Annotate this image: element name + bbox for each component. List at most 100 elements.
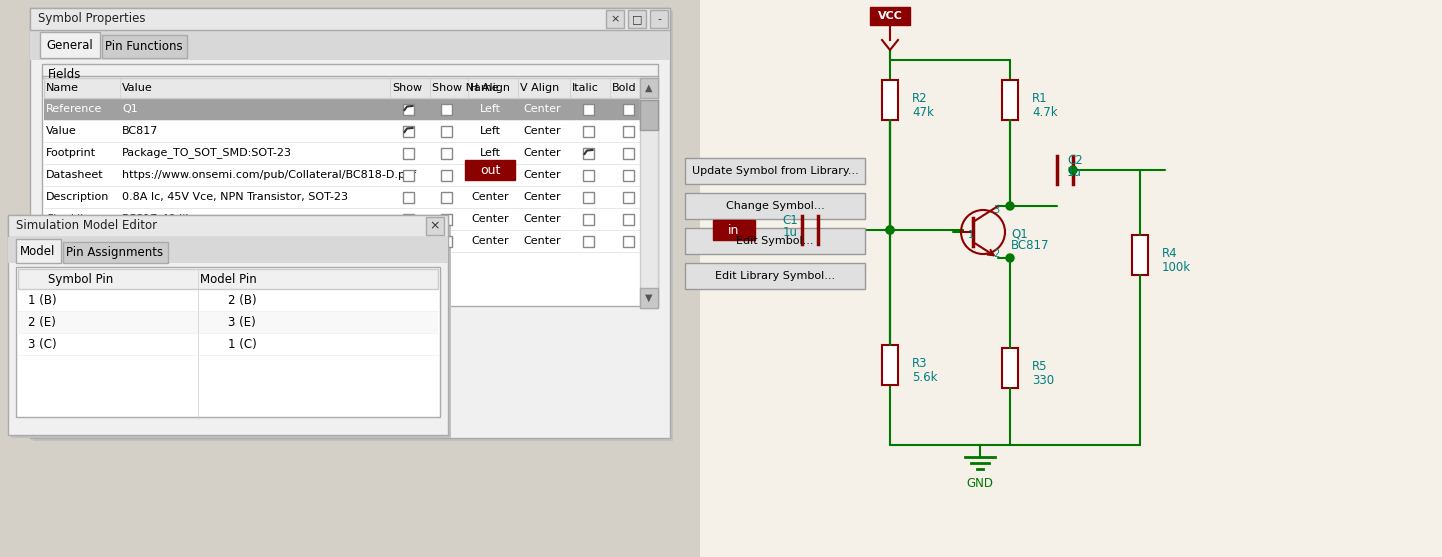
Text: https://www.onsemi.com/pub/Collateral/BC818-D.pdf: https://www.onsemi.com/pub/Collateral/BC… (123, 170, 417, 180)
Text: 2: 2 (994, 249, 999, 259)
Bar (45, 164, 656, 186)
Bar (640, 78, 658, 98)
Text: □: □ (632, 14, 642, 24)
Bar (9, 215, 448, 435)
Bar (1002, 80, 1018, 120)
Bar (40, 32, 99, 58)
Text: Left: Left (480, 148, 500, 158)
Text: Value: Value (46, 126, 76, 136)
Text: Italic: Italic (572, 83, 598, 93)
Text: Pin Assignments: Pin Assignments (66, 246, 163, 258)
Text: 1 (B): 1 (B) (27, 294, 56, 306)
Bar (583, 148, 594, 159)
Text: out: out (480, 164, 500, 177)
Bar (402, 192, 414, 203)
Bar (45, 230, 656, 252)
Bar (640, 288, 658, 308)
Text: Change Symbol...: Change Symbol... (725, 201, 825, 211)
Text: Left: Left (480, 170, 500, 180)
Text: Bold: Bold (611, 83, 636, 93)
Bar (629, 10, 646, 28)
Bar (685, 193, 865, 219)
Text: Q1: Q1 (1011, 227, 1028, 240)
Bar (63, 242, 169, 263)
Text: Package_TO_SOT_SMD:SOT-23: Package_TO_SOT_SMD:SOT-23 (123, 148, 291, 158)
Bar (712, 220, 756, 240)
Bar (883, 345, 898, 385)
Text: in: in (728, 223, 740, 237)
Text: BC817: BC817 (123, 126, 159, 136)
Text: 1: 1 (968, 230, 975, 240)
Bar (30, 30, 671, 60)
Bar (1132, 235, 1148, 275)
Circle shape (1007, 202, 1014, 210)
Bar (650, 10, 668, 28)
Text: 5.6k: 5.6k (911, 371, 937, 384)
Bar (45, 78, 656, 98)
Bar (440, 192, 451, 203)
Bar (623, 213, 633, 224)
Text: Center: Center (472, 192, 509, 202)
Text: C2: C2 (1067, 154, 1083, 167)
Text: Center: Center (523, 192, 561, 202)
Text: 1u: 1u (783, 226, 797, 239)
Text: Center: Center (523, 170, 561, 180)
Text: C1: C1 (782, 214, 797, 227)
Text: Pin Functions: Pin Functions (105, 40, 183, 52)
Text: Description: Description (46, 192, 110, 202)
Bar (685, 263, 865, 289)
Bar (623, 169, 633, 180)
Bar (440, 148, 451, 159)
Bar (45, 208, 656, 230)
Bar (9, 237, 448, 263)
Text: Model Pin: Model Pin (199, 272, 257, 286)
Text: Simulation Model...: Simulation Model... (61, 411, 169, 421)
Bar (623, 104, 633, 115)
Bar (50, 403, 180, 429)
Bar (440, 213, 451, 224)
Text: Center: Center (523, 148, 561, 158)
Bar (402, 213, 414, 224)
Text: Footprint: Footprint (46, 148, 97, 158)
Text: Center: Center (472, 236, 509, 246)
Text: DI_BC817-40: DI_BC817-40 (123, 236, 193, 246)
Text: Reference: Reference (46, 104, 102, 114)
Bar (583, 125, 594, 136)
Circle shape (885, 226, 894, 234)
Bar (606, 10, 624, 28)
Text: R2: R2 (911, 92, 927, 105)
Bar (440, 236, 451, 247)
Text: ▼: ▼ (645, 293, 653, 303)
Bar (30, 8, 671, 438)
Text: 1 (C): 1 (C) (228, 338, 257, 350)
Bar (623, 148, 633, 159)
Bar (623, 236, 633, 247)
Text: Center: Center (523, 236, 561, 246)
Text: Center: Center (472, 214, 509, 224)
Text: 1u: 1u (1067, 166, 1082, 179)
Bar (402, 148, 414, 159)
Text: VCC: VCC (878, 11, 903, 21)
Text: Sim.Name: Sim.Name (46, 236, 104, 246)
Text: Edit Symbol...: Edit Symbol... (737, 236, 813, 246)
Bar (640, 100, 658, 130)
Text: Name: Name (46, 83, 79, 93)
Circle shape (885, 226, 894, 234)
Text: Update Symbol from Library...: Update Symbol from Library... (692, 166, 858, 176)
Text: Center: Center (523, 214, 561, 224)
Text: OK: OK (310, 409, 330, 423)
Bar (360, 403, 430, 429)
Bar (440, 104, 451, 115)
Bar (402, 125, 414, 136)
Bar (440, 125, 451, 136)
Text: Datasheet: Datasheet (46, 170, 104, 180)
Text: Edit Library Symbol...: Edit Library Symbol... (715, 271, 835, 281)
Bar (16, 267, 440, 417)
Bar (870, 7, 910, 25)
Bar (623, 125, 633, 136)
Bar (425, 217, 444, 235)
Bar (17, 269, 438, 289)
Text: R1: R1 (1032, 92, 1048, 105)
Bar (42, 64, 658, 78)
Bar (42, 76, 658, 306)
